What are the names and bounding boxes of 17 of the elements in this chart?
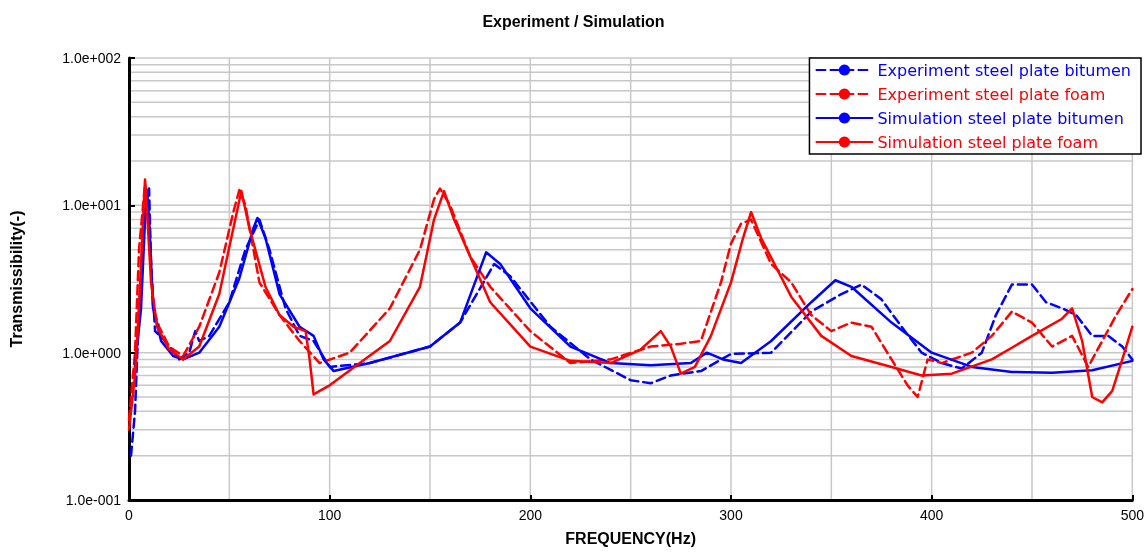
x-tick-label: 500 — [1120, 507, 1145, 523]
legend-label: Simulation steel plate bitumen — [877, 108, 1124, 128]
y-tick-label: 1.0e+002 — [62, 50, 122, 66]
legend-label: Simulation steel plate foam — [877, 132, 1099, 152]
y-axis-title: Transmissibility(-) — [7, 210, 25, 348]
x-axis-title: FREQUENCY(Hz) — [565, 529, 696, 547]
x-tick-label: 300 — [719, 507, 743, 523]
y-tick-label: 1.0e+001 — [62, 197, 122, 214]
chart-title: Experiment / Simulation — [482, 12, 665, 30]
y-tick-label: 1.0e-001 — [65, 492, 122, 508]
x-tick-label: 100 — [317, 507, 342, 523]
x-tick-label: 400 — [919, 507, 944, 523]
legend-label: Experiment steel plate bitumen — [877, 60, 1132, 80]
legend-label: Experiment steel plate foam — [877, 84, 1106, 104]
x-tick-label: 200 — [518, 507, 543, 523]
x-tick-label: 0 — [125, 507, 134, 523]
y-tick-label: 1.0e+000 — [62, 344, 122, 361]
